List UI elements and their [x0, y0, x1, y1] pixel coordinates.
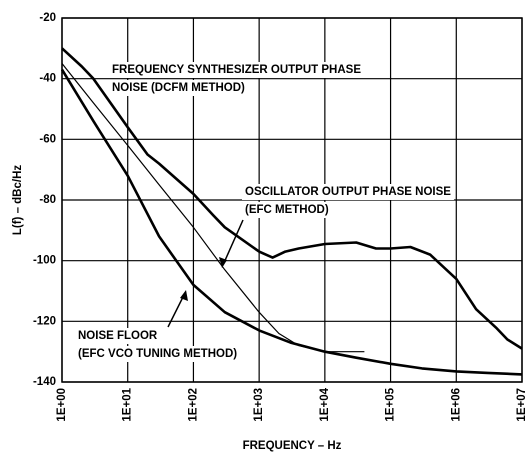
- annotation-bg: [242, 202, 332, 218]
- annotation-bg: [242, 184, 454, 200]
- x-tick-label: 1E+05: [385, 387, 397, 421]
- x-tick-label: 1E+01: [122, 387, 134, 421]
- y-tick-label: -80: [39, 194, 56, 206]
- y-tick-label: -40: [39, 73, 56, 85]
- lines: [60, 47, 523, 376]
- y-tick-label: -140: [33, 376, 56, 388]
- series-line: [60, 68, 523, 376]
- annotation: OSCILLATOR OUTPUT PHASE NOISE: [245, 186, 451, 198]
- plot-frame: [61, 17, 523, 383]
- annotation-bg: [75, 328, 161, 344]
- x-tick-label: 1E+06: [450, 388, 462, 422]
- annotation: (EFC VCO TUNING METHOD): [78, 348, 237, 360]
- y-tick-label: -20: [39, 12, 56, 24]
- y-axis-label: L(f) – dBc/Hz: [12, 165, 24, 236]
- y-tick-label: -120: [33, 315, 56, 327]
- y-tick-label: -60: [39, 133, 56, 145]
- arrow: [222, 219, 244, 266]
- arrow-head: [219, 257, 227, 268]
- y-tick-label: -100: [33, 255, 56, 267]
- annotations: FREQUENCY SYNTHESIZER OUTPUT PHASE NOISE …: [75, 62, 454, 362]
- x-axis-label: FREQUENCY – Hz: [243, 440, 342, 452]
- series-line: [61, 47, 523, 350]
- annotation-bg: [109, 62, 364, 78]
- x-tick-label: 1E+00: [56, 388, 68, 422]
- annotation: NOISE (DCFM METHOD): [112, 82, 245, 94]
- x-tick-label: 1E+02: [187, 388, 199, 422]
- annotation-bg: [109, 80, 248, 96]
- x-tick-label: 1E+04: [319, 387, 331, 421]
- annotation-bg: [75, 346, 241, 362]
- annotation: NOISE FLOOR: [78, 330, 158, 342]
- annotation: FREQUENCY SYNTHESIZER OUTPUT PHASE: [112, 64, 361, 76]
- x-tick-label: 1E+03: [253, 388, 265, 422]
- annotation: (EFC METHOD): [245, 204, 329, 216]
- arrow-head: [180, 290, 188, 301]
- x-tick-label: 1E+07: [516, 388, 528, 422]
